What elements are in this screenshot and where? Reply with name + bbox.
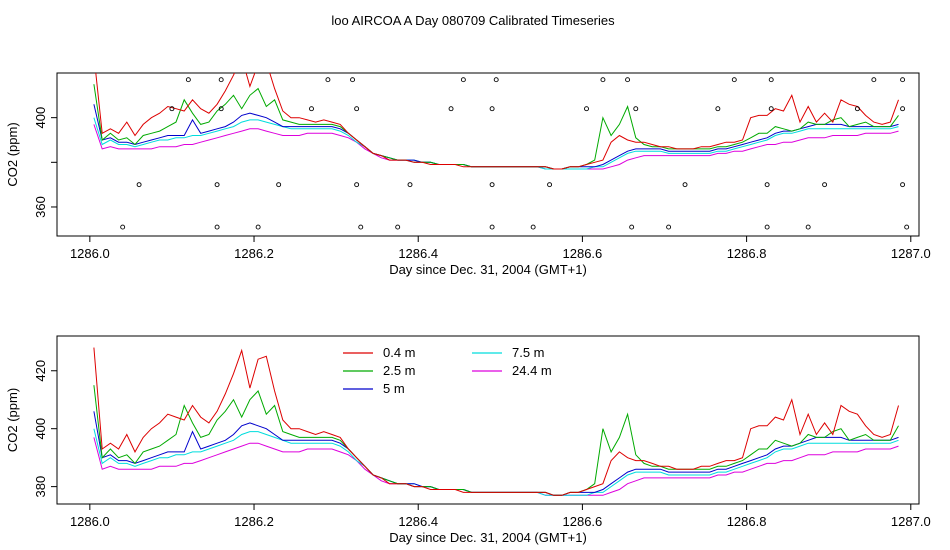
chart-title: loo AIRCOA A Day 080709 Calibrated Times… bbox=[331, 13, 615, 28]
top-marker-point bbox=[904, 224, 910, 230]
top-marker-point bbox=[350, 77, 355, 83]
top-marker-point bbox=[900, 182, 906, 188]
top-marker-point bbox=[625, 77, 631, 83]
top-x-tick-label: 1286.2 bbox=[234, 246, 274, 261]
top-series-line-0-4-m bbox=[95, 73, 899, 170]
top-marker-point bbox=[354, 106, 360, 112]
top-x-tick-label: 1287.0 bbox=[891, 246, 931, 261]
bottom-series-line-24-4-m bbox=[93, 437, 899, 496]
top-marker-point bbox=[666, 224, 672, 230]
top-marker-point bbox=[214, 182, 220, 188]
top-marker-point bbox=[768, 106, 774, 112]
top-marker-point bbox=[764, 224, 770, 230]
top-series-line-24-4-m bbox=[93, 124, 899, 170]
bottom-series-line-7-5-m bbox=[93, 428, 899, 496]
top-marker-point bbox=[900, 77, 906, 83]
top-marker-point bbox=[768, 77, 774, 83]
bottom-x-tick-label: 1286.6 bbox=[563, 514, 603, 529]
top-marker-point bbox=[822, 182, 828, 188]
top-x-tick-label: 1286.8 bbox=[727, 246, 767, 261]
top-marker-point bbox=[354, 182, 360, 188]
top-marker-point bbox=[682, 182, 688, 188]
top-y-axis-label: CO2 (ppm) bbox=[5, 122, 20, 186]
top-marker-point bbox=[489, 106, 495, 112]
top-marker-point bbox=[731, 77, 737, 83]
bottom-x-tick-label: 1286.8 bbox=[727, 514, 767, 529]
top-marker-point bbox=[448, 106, 454, 112]
top-marker-point bbox=[276, 182, 282, 188]
top-marker-point bbox=[136, 182, 142, 188]
top-marker-point bbox=[805, 224, 811, 230]
legend-entry-label: 7.5 m bbox=[512, 345, 545, 360]
top-marker-point bbox=[764, 182, 770, 188]
bottom-series-line-0-4-m bbox=[93, 347, 899, 496]
top-x-axis-label: Day since Dec. 31, 2004 (GMT+1) bbox=[389, 262, 587, 277]
top-marker-point bbox=[871, 77, 877, 83]
bottom-x-axis-label: Day since Dec. 31, 2004 (GMT+1) bbox=[389, 530, 587, 545]
top-y-tick-label: 360 bbox=[33, 196, 48, 218]
top-marker-point bbox=[255, 224, 261, 230]
top-marker-point bbox=[185, 77, 191, 83]
top-plot-area bbox=[93, 73, 910, 230]
bottom-y-tick-label: 400 bbox=[33, 418, 48, 440]
legend-entry-label: 5 m bbox=[383, 381, 405, 396]
top-y-tick-label: 400 bbox=[33, 107, 48, 129]
top-marker-point bbox=[169, 106, 175, 112]
bottom-y-axis-label: CO2 (ppm) bbox=[5, 388, 20, 452]
legend-entry-label: 0.4 m bbox=[383, 345, 416, 360]
top-marker-point bbox=[489, 224, 495, 230]
top-marker-point bbox=[489, 182, 495, 188]
top-marker-point bbox=[395, 224, 401, 230]
bottom-x-tick-label: 1286.0 bbox=[70, 514, 110, 529]
legend: 0.4 m 2.5 m 5 m 7.5 m 24.4 m bbox=[343, 345, 552, 396]
top-chart-panel: 1286.0 1286.2 1286.4 1286.6 1286.8 1287.0 360 4… bbox=[5, 72, 931, 277]
top-marker-point bbox=[214, 224, 220, 230]
top-marker-point bbox=[854, 106, 860, 112]
top-marker-point bbox=[358, 224, 364, 230]
bottom-y-tick-label: 420 bbox=[33, 360, 48, 382]
top-marker-point bbox=[309, 106, 314, 112]
bottom-plot-area bbox=[93, 347, 899, 496]
bottom-y-tick-label: 380 bbox=[33, 476, 48, 498]
legend-entry-label: 24.4 m bbox=[512, 363, 552, 378]
top-marker-point bbox=[407, 182, 413, 188]
bottom-x-tick-label: 1286.2 bbox=[234, 514, 274, 529]
top-marker-point bbox=[900, 106, 906, 112]
top-marker-point bbox=[218, 106, 224, 112]
top-marker-point bbox=[120, 224, 126, 230]
bottom-chart-panel: 1286.0 1286.2 1286.4 1286.6 1286.8 1287.0 380 4… bbox=[5, 335, 931, 545]
top-marker-point bbox=[600, 77, 606, 83]
top-marker-point bbox=[629, 224, 635, 230]
top-marker-point bbox=[530, 224, 536, 230]
bottom-series-line-2-5-m bbox=[93, 385, 899, 496]
top-marker-point bbox=[715, 106, 721, 112]
top-marker-point bbox=[633, 106, 639, 112]
bottom-x-tick-label: 1287.0 bbox=[891, 514, 931, 529]
bottom-x-tick-label: 1286.4 bbox=[398, 514, 438, 529]
top-marker-point bbox=[584, 106, 589, 112]
top-marker-point bbox=[460, 77, 466, 83]
top-marker-point bbox=[493, 77, 499, 83]
bottom-plot-frame bbox=[56, 335, 920, 505]
top-marker-point bbox=[325, 77, 331, 83]
top-series-line-2-5-m bbox=[93, 84, 899, 170]
top-x-tick-label: 1286.6 bbox=[563, 246, 603, 261]
legend-entry-label: 2.5 m bbox=[383, 363, 416, 378]
top-plot-frame bbox=[56, 72, 920, 237]
top-x-tick-label: 1286.0 bbox=[70, 246, 110, 261]
top-marker-point bbox=[547, 182, 553, 188]
top-marker-point bbox=[218, 77, 224, 83]
top-x-tick-label: 1286.4 bbox=[398, 246, 438, 261]
